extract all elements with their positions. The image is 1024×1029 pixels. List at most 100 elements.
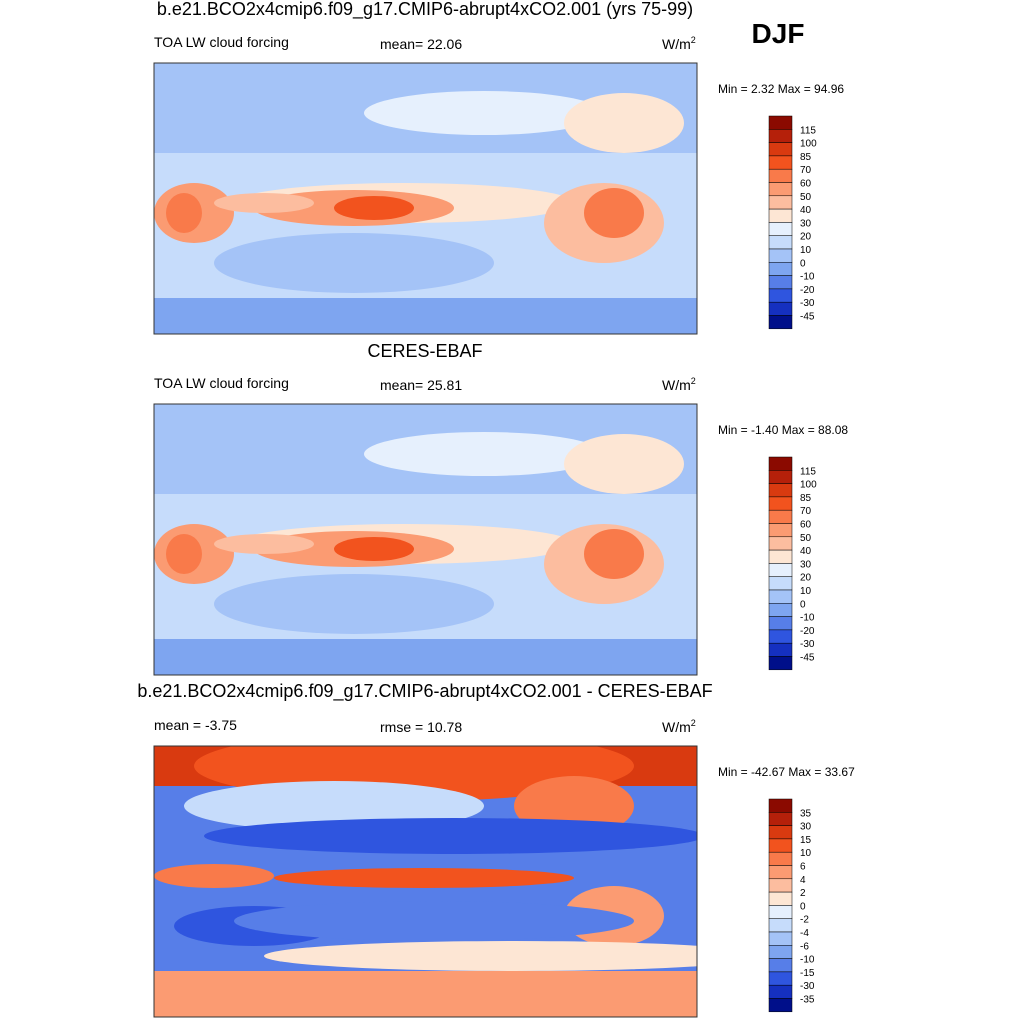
map: [153, 62, 698, 335]
colorbar-label: 40: [800, 205, 812, 216]
colorbar-label: 70: [800, 165, 812, 176]
colorbar-label: 60: [800, 520, 812, 531]
colorbar-box: [768, 182, 793, 197]
colorbar-label: 40: [800, 546, 812, 557]
colorbar-label: -35: [800, 995, 815, 1006]
colorbar-box: [768, 603, 793, 617]
colorbar-box: [768, 798, 793, 813]
colorbar-box: [768, 878, 793, 893]
field-blob: [364, 91, 604, 135]
panel-title: CERES-EBAF: [367, 341, 482, 361]
field-blob: [214, 574, 494, 634]
colorbar-box: [768, 549, 793, 564]
colorbar-box: [768, 456, 793, 471]
colorbar-label: -10: [800, 955, 815, 966]
colorbar-label: 30: [800, 218, 812, 229]
map-field: [154, 63, 697, 334]
colorbar-box: [768, 825, 793, 840]
panel-stat-label: mean= 25.81: [380, 377, 462, 393]
field-blob: [214, 233, 494, 293]
min-max: Min = -1.40 Max = 88.08: [718, 423, 848, 437]
colorbar-label: 50: [800, 192, 812, 203]
colorbar-box: [768, 891, 793, 906]
colorbar-box: [768, 945, 793, 959]
field-blob: [234, 901, 634, 941]
colorbar-label: 100: [800, 480, 817, 491]
colorbar-box: [768, 262, 793, 276]
panel-left-label: TOA LW cloud forcing: [154, 34, 289, 50]
min-max: Min = 2.32 Max = 94.96: [718, 82, 844, 96]
colorbar-box: [768, 656, 793, 671]
colorbar-box: [768, 301, 793, 316]
colorbar-box: [768, 576, 793, 591]
colorbar-label: 115: [800, 125, 816, 136]
colorbar-box: [768, 865, 793, 880]
colorbar-label: -45: [800, 653, 815, 664]
field-blob: [564, 434, 684, 494]
panel-title: b.e21.BCO2x4cmip6.f09_g17.CMIP6-abrupt4x…: [137, 681, 712, 702]
colorbar-box: [768, 838, 793, 853]
colorbar-box: [768, 905, 793, 919]
colorbar-box: [768, 642, 793, 657]
panel-stat-label: rmse = 10.78: [380, 719, 462, 735]
colorbar-box: [768, 470, 793, 484]
units-sup: 2: [691, 376, 696, 386]
units-sup: 2: [691, 718, 696, 728]
map-frame: [153, 62, 698, 335]
colorbar-label: 2: [800, 888, 806, 899]
field-blob: [334, 196, 414, 220]
colorbar-box: [768, 971, 793, 986]
colorbar-label: 0: [800, 901, 806, 912]
field-blob: [166, 534, 202, 574]
units-base: W/m: [662, 36, 691, 52]
field-band: [154, 971, 697, 1017]
colorbar-label: -45: [800, 312, 815, 323]
season-label: DJF: [752, 18, 805, 49]
field-blob: [364, 432, 604, 476]
colorbar-box: [768, 208, 793, 223]
field-blob: [334, 537, 414, 561]
field-blob: [166, 193, 202, 233]
map-field: [154, 746, 697, 1017]
min-max: Min = -42.67 Max = 33.67: [718, 765, 855, 779]
colorbar-box: [768, 589, 793, 604]
colorbar-label: -30: [800, 298, 815, 309]
colorbar-label: -20: [800, 626, 815, 637]
field-blob: [214, 193, 314, 213]
colorbar-box: [768, 142, 793, 157]
units-base: W/m: [662, 377, 691, 393]
panel-stat-label: mean= 22.06: [380, 36, 462, 52]
units: W/m2: [662, 376, 696, 393]
colorbar-box: [768, 984, 793, 999]
units-sup: 2: [691, 35, 696, 45]
colorbar-label: 35: [800, 808, 812, 819]
field-blob: [564, 93, 684, 153]
colorbar-label: -15: [800, 968, 815, 979]
field-blob: [584, 188, 644, 238]
colorbar-label: 20: [800, 573, 812, 584]
colorbar-label: 85: [800, 152, 812, 163]
field-blob: [214, 534, 314, 554]
colorbar-box: [768, 958, 793, 973]
map-field: [154, 404, 697, 675]
colorbar-label: 15: [800, 835, 812, 846]
field-blob: [204, 818, 697, 854]
colorbar-label: 115: [800, 466, 816, 477]
colorbar-box: [768, 523, 793, 538]
units-base: W/m: [662, 719, 691, 735]
map-frame: [153, 745, 698, 1018]
units: W/m2: [662, 35, 696, 52]
panel-left-label: mean = -3.75: [154, 717, 237, 733]
colorbar-label: -2: [800, 915, 809, 926]
colorbar-label: 6: [800, 862, 806, 873]
colorbar-box: [768, 235, 793, 250]
field-blob: [584, 529, 644, 579]
colorbar-label: 50: [800, 533, 812, 544]
colorbar-box: [768, 483, 793, 498]
field-blob: [274, 868, 574, 888]
colorbar-box: [768, 998, 793, 1013]
colorbar-label: 70: [800, 506, 812, 517]
colorbar-box: [768, 248, 793, 263]
colorbar-box: [768, 496, 793, 511]
